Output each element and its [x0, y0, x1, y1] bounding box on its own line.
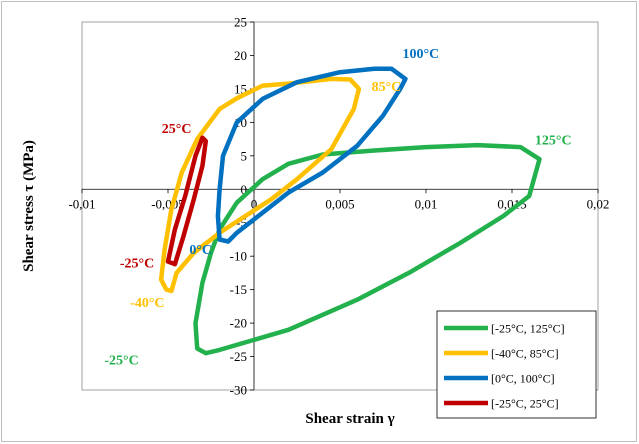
y-tick-label: -10 — [230, 249, 247, 264]
y-axis-title: Shear stress τ (MPa) — [21, 140, 37, 272]
x-tick-label: 0,02 — [587, 196, 610, 211]
legend: [-25°C, 125°C] [-40°C, 85°C] [0°C, 100°C] [… — [436, 310, 597, 419]
temperature-label: 100°C — [402, 47, 439, 62]
x-tick-label: 0,005 — [325, 196, 354, 211]
y-tick-label: -30 — [230, 383, 247, 398]
x-tick-label: 0,015 — [497, 196, 526, 211]
x-axis-title: Shear strain γ — [305, 411, 394, 427]
temperature-label: -25°C — [104, 354, 138, 369]
legend-label: [-25°C, 25°C] — [491, 397, 559, 411]
y-tick-label: -15 — [230, 282, 247, 297]
x-tick-label: -0,01 — [68, 196, 95, 211]
y-tick-label: -5 — [236, 215, 247, 230]
temperature-label: 0°C — [189, 243, 212, 258]
annotation-layer: 125°C -25°C 85°C -40°C 100°C 0°C 25°C -25°C — [104, 47, 571, 368]
y-tick-label: 0 — [241, 182, 248, 197]
temperature-label: 85°C — [372, 80, 402, 95]
y-tick-label: 25 — [234, 15, 247, 30]
temperature-label: 25°C — [162, 122, 192, 137]
x-tick-label: -0,005 — [151, 196, 185, 211]
y-tick-label: -20 — [230, 316, 247, 331]
temperature-label: -25°C — [120, 257, 154, 272]
series-loop-2 — [158, 76, 362, 294]
y-tick-label: 20 — [234, 48, 247, 63]
y-tick-label: -25 — [230, 349, 247, 364]
series-loop-3 — [215, 66, 408, 244]
y-tick-label: 5 — [241, 148, 248, 163]
series-layer — [158, 66, 542, 356]
series-loop-4 — [165, 135, 209, 267]
temperature-label: 125°C — [535, 133, 572, 148]
legend-label: [-25°C, 125°C] — [491, 322, 565, 336]
legend-label: [0°C, 100°C] — [491, 372, 555, 386]
temperature-label: -40°C — [130, 296, 164, 311]
x-tick-label: 0,01 — [415, 196, 438, 211]
x-tick-label: 0 — [251, 196, 258, 211]
legend-label: [-40°C, 85°C] — [491, 347, 559, 361]
